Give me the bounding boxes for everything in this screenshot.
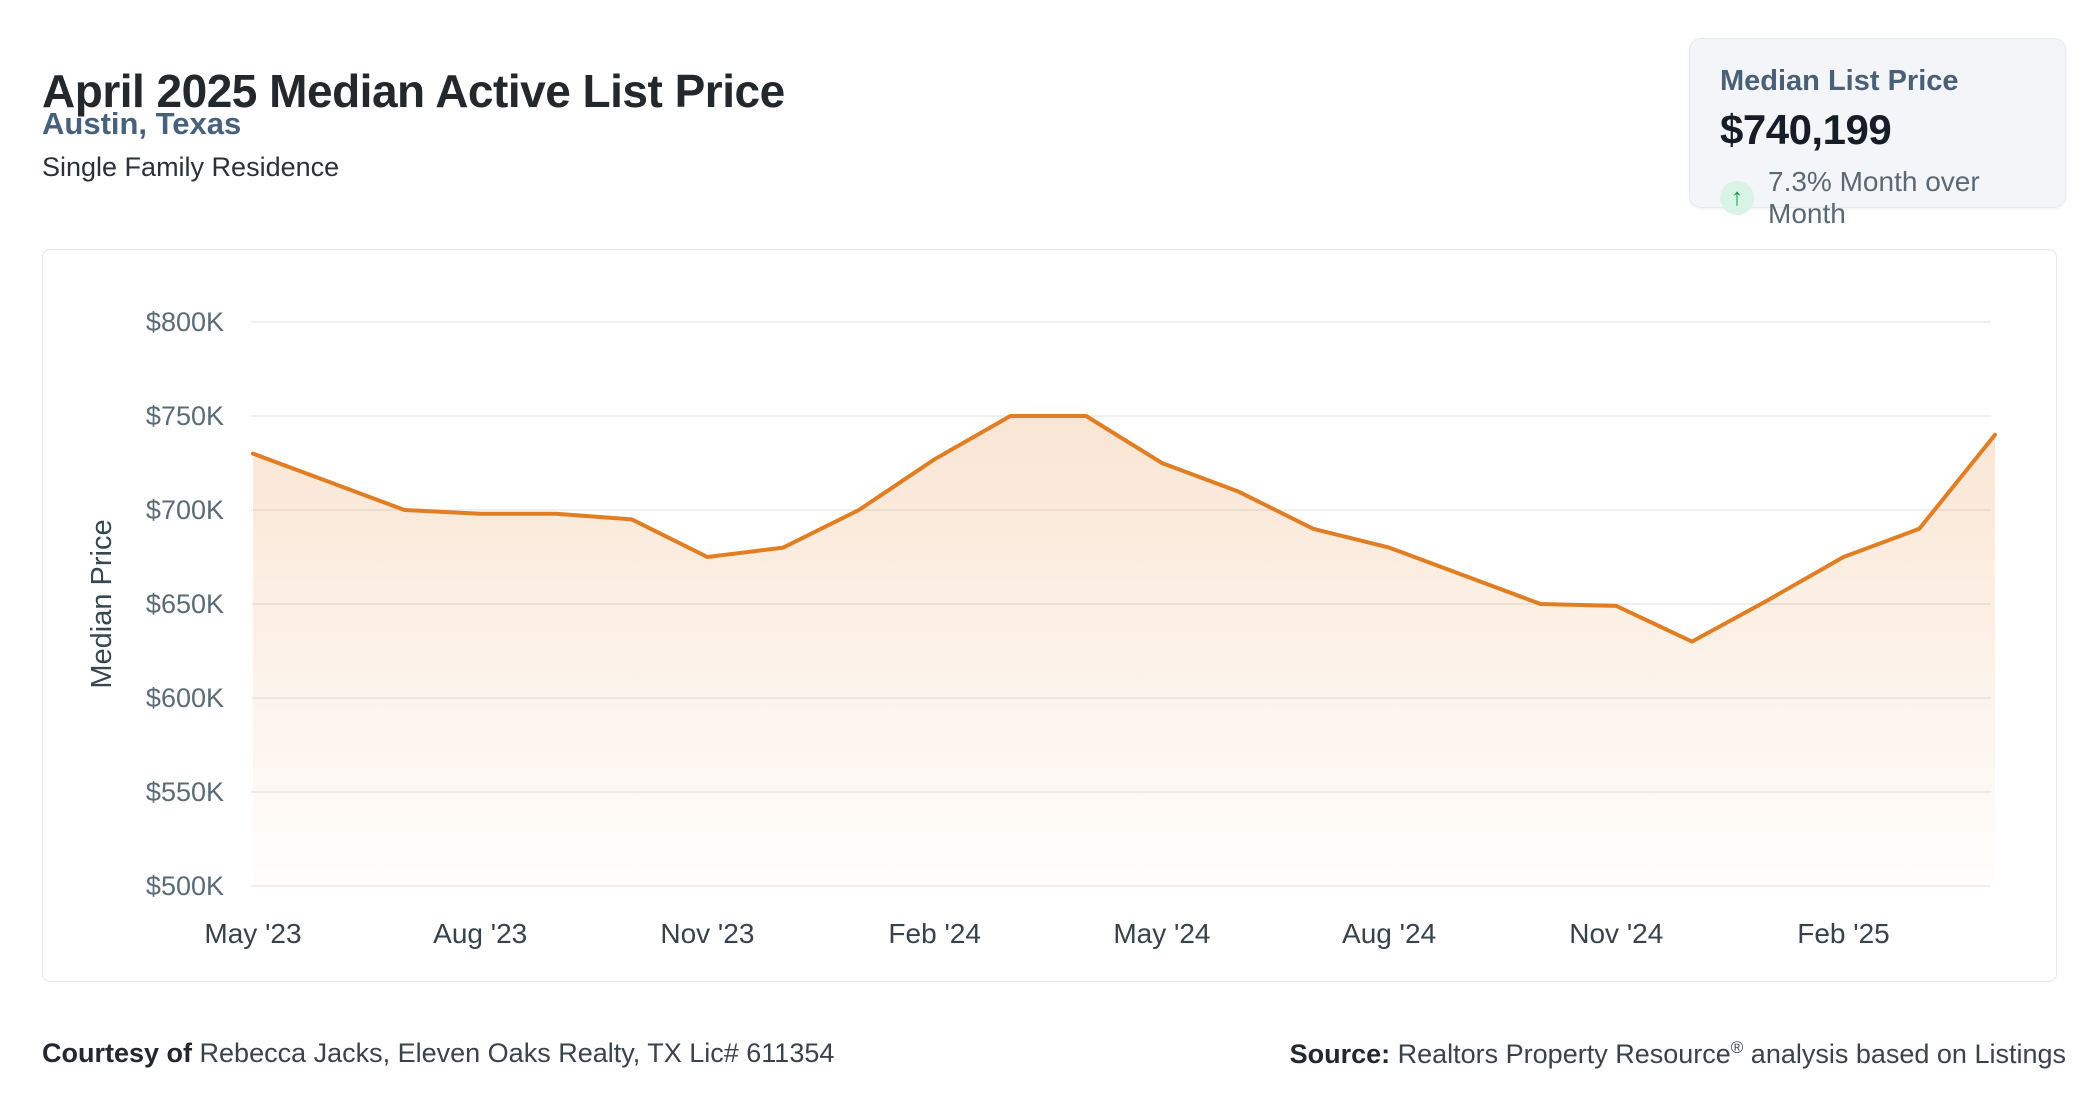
x-tick-Feb '24: Feb '24 bbox=[888, 918, 981, 949]
x-tick-Aug '24: Aug '24 bbox=[1342, 918, 1436, 949]
courtesy-body: Rebecca Jacks, Eleven Oaks Realty, TX Li… bbox=[192, 1038, 835, 1068]
y-tick-$800K: $800K bbox=[146, 307, 224, 337]
median-list-price-card: Median List Price $740,199 ↑ 7.3% Month … bbox=[1689, 38, 2066, 229]
y-tick-$500K: $500K bbox=[146, 871, 224, 901]
summary-card-label: Median List Price bbox=[1720, 65, 1959, 97]
y-tick-$650K: $650K bbox=[146, 589, 224, 619]
y-tick-$700K: $700K bbox=[146, 495, 224, 525]
trend-text: 7.3% Month over Month bbox=[1768, 166, 1980, 229]
x-tick-Feb '25: Feb '25 bbox=[1797, 918, 1890, 949]
median-price-area bbox=[253, 416, 1995, 886]
chart-card: $800K $750K $700K $650K $600K $550K $500K May '… bbox=[42, 249, 2057, 982]
x-tick-May '23: May '23 bbox=[204, 918, 301, 949]
x-tick-May '24: May '24 bbox=[1113, 918, 1210, 949]
y-tick-$550K: $550K bbox=[146, 777, 224, 807]
source-body-pre: Realtors Property Resource bbox=[1390, 1039, 1731, 1069]
y-tick-$750K: $750K bbox=[146, 401, 224, 431]
location-subtitle: Austin, Texas bbox=[42, 106, 242, 141]
arrow-up-icon: ↑ bbox=[1720, 181, 1754, 215]
median-list-price-value: $740,199 bbox=[1720, 106, 1892, 153]
courtesy-label: Courtesy of bbox=[42, 1038, 193, 1068]
page-title: April 2025 Median Active List Price bbox=[42, 65, 785, 117]
property-type-label: Single Family Residence bbox=[42, 152, 340, 182]
y-axis-title: Median Price bbox=[86, 519, 118, 688]
y-tick-$600K: $600K bbox=[146, 683, 224, 713]
source-label: Source: bbox=[1289, 1039, 1391, 1069]
source-body-post: analysis based on Listings bbox=[1743, 1039, 2066, 1069]
x-tick-Nov '23: Nov '23 bbox=[660, 918, 754, 949]
x-tick-Nov '24: Nov '24 bbox=[1569, 918, 1663, 949]
median-price-area-chart[interactable]: $800K $750K $700K $650K $600K $550K $500K May '… bbox=[43, 250, 2057, 982]
trend-row: ↑ 7.3% Month over Month bbox=[1720, 166, 2035, 230]
median-price-line bbox=[251, 414, 1997, 644]
courtesy-text: Courtesy of Rebecca Jacks, Eleven Oaks R… bbox=[42, 1038, 834, 1069]
source-text: Source: Realtors Property Resource® anal… bbox=[1290, 1038, 2066, 1070]
x-tick-Aug '23: Aug '23 bbox=[433, 918, 527, 949]
registered-mark: ® bbox=[1730, 1038, 1744, 1057]
